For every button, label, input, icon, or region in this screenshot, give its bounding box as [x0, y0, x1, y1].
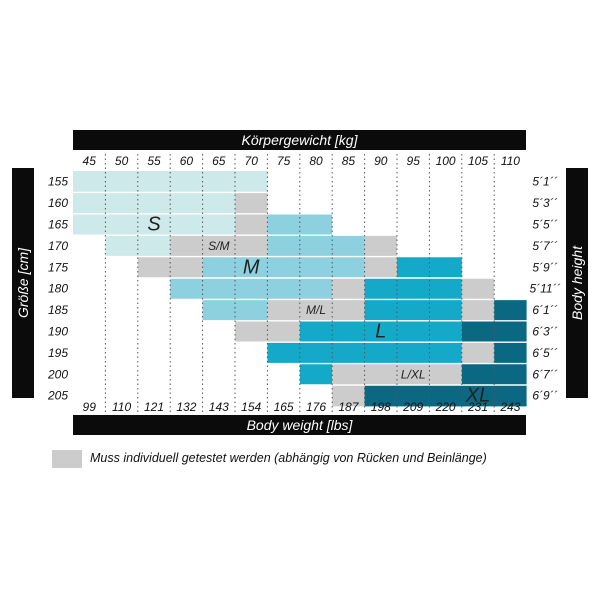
cell-gray-195-105: [461, 342, 495, 364]
kg-tick-label: 110: [501, 154, 520, 168]
cell-gray-175-90: [364, 256, 397, 278]
cell-gray-185-75: [267, 299, 365, 321]
right-axis-title-bar: Body height: [566, 168, 588, 398]
ft-tick-label: 5´3´´: [532, 196, 557, 210]
cell-m-175-65: [202, 256, 365, 278]
size-label-l: L: [375, 321, 386, 343]
kg-tick-label: 70: [245, 154, 259, 168]
size-label-s-m: S/M: [208, 239, 229, 253]
cell-l-185-90: [364, 299, 462, 321]
kg-tick-label: 75: [277, 154, 291, 168]
left-axis-title-bar: Größe [cm]: [12, 168, 34, 398]
cell-xl-190-105: [461, 320, 527, 343]
cell-gray-160-70: [235, 192, 268, 214]
ft-tick-label: 5´7´´: [532, 239, 557, 253]
left-axis-title: Größe [cm]: [15, 247, 31, 319]
cm-tick-label: 185: [48, 303, 68, 317]
lbs-tick-label: 154: [241, 400, 261, 414]
cm-tick-label: 160: [48, 196, 68, 210]
cell-m-185-65: [202, 299, 268, 321]
cell-l-190-80: [299, 320, 462, 343]
size-label-m-l: M/L: [306, 303, 326, 317]
lbs-tick-label: 165: [274, 400, 294, 414]
cm-tick-label: 155: [48, 175, 68, 189]
kg-tick-label: 80: [309, 154, 323, 168]
cell-m-165-75: [267, 213, 333, 236]
cell-m-180-60: [170, 278, 333, 300]
right-axis-title: Body height: [569, 246, 585, 320]
size-label-xl: XL: [465, 385, 490, 407]
lbs-tick-label: 231: [467, 400, 488, 414]
top-axis-title: Körpergewicht [kg]: [241, 132, 358, 148]
cell-xl-200-105: [461, 363, 527, 385]
legend-text: Muss individuell getestet werden (abhäng…: [90, 451, 487, 465]
cm-tick-label: 180: [48, 282, 68, 296]
lbs-tick-label: 187: [338, 400, 359, 414]
kg-tick-label: 55: [147, 154, 161, 168]
lbs-tick-label: 209: [402, 400, 423, 414]
lbs-tick-label: 121: [144, 400, 164, 414]
lbs-tick-label: 198: [371, 400, 391, 414]
lbs-tick-label: 176: [306, 400, 326, 414]
kg-tick-label: 50: [115, 154, 129, 168]
cm-tick-label: 165: [48, 218, 68, 232]
lbs-tick-label: 220: [435, 400, 456, 414]
ft-tick-label: 6´3´´: [532, 325, 557, 339]
cell-gray-170-90: [364, 235, 397, 257]
cell-gray-170-60: [170, 235, 268, 257]
kg-tick-label: 105: [468, 154, 488, 168]
top-axis-title-bar: Körpergewicht [kg]: [73, 130, 526, 150]
cell-s-165-45: [73, 213, 235, 236]
cell-gray-190-70: [235, 320, 300, 343]
size-label-m: M: [243, 256, 260, 278]
cell-l-180-90: [364, 278, 462, 300]
cell-l-200-80: [299, 363, 333, 385]
cell-s-170-50: [105, 235, 171, 257]
cell-gray-205-85: [332, 385, 365, 407]
kg-tick-label: 45: [83, 154, 97, 168]
cell-s-160-45: [73, 192, 235, 214]
cm-tick-label: 205: [47, 389, 68, 403]
cm-tick-label: 195: [48, 346, 68, 360]
cm-tick-label: 200: [47, 367, 68, 381]
ft-tick-label: 5´9´´: [532, 260, 557, 274]
legend-gray-swatch: [52, 450, 82, 468]
kg-tick-label: 100: [436, 154, 456, 168]
cell-xl-185-110: [494, 299, 527, 321]
bottom-axis-title-bar: Body weight [lbs]: [73, 415, 526, 435]
cell-gray-180-85: [332, 278, 365, 300]
kg-tick-label: 85: [342, 154, 356, 168]
ft-tick-label: 5´11´´: [529, 282, 560, 296]
ft-tick-label: 6´5´´: [532, 346, 557, 360]
ft-tick-label: 5´1´´: [532, 175, 557, 189]
kg-tick-label: 60: [180, 154, 194, 168]
cell-gray-180-105: [461, 278, 495, 300]
cell-xl-195-110: [494, 342, 527, 364]
ft-tick-label: 6´1´´: [532, 303, 557, 317]
cell-gray-165-70: [235, 213, 268, 236]
cell-m-170-75: [267, 235, 365, 257]
lbs-tick-label: 110: [112, 400, 131, 414]
kg-tick-label: 95: [407, 154, 421, 168]
bottom-axis-title: Body weight [lbs]: [246, 417, 353, 433]
cm-tick-label: 175: [48, 260, 68, 274]
cm-tick-label: 170: [48, 239, 68, 253]
ft-tick-label: 5´5´´: [532, 218, 557, 232]
size-label-l-xl: L/XL: [401, 367, 426, 381]
ft-tick-label: 6´7´´: [532, 367, 557, 381]
cell-xl-205-90: [364, 385, 527, 407]
lbs-tick-label: 99: [83, 400, 97, 414]
size-label-s: S: [147, 214, 161, 236]
lbs-tick-label: 143: [209, 400, 229, 414]
lbs-tick-label: 132: [176, 400, 196, 414]
ft-tick-label: 6´9´´: [532, 389, 557, 403]
cm-tick-label: 190: [48, 325, 68, 339]
kg-tick-label: 65: [212, 154, 226, 168]
lbs-tick-label: 243: [499, 400, 520, 414]
cell-gray-185-105: [461, 299, 495, 321]
kg-tick-label: 90: [374, 154, 388, 168]
